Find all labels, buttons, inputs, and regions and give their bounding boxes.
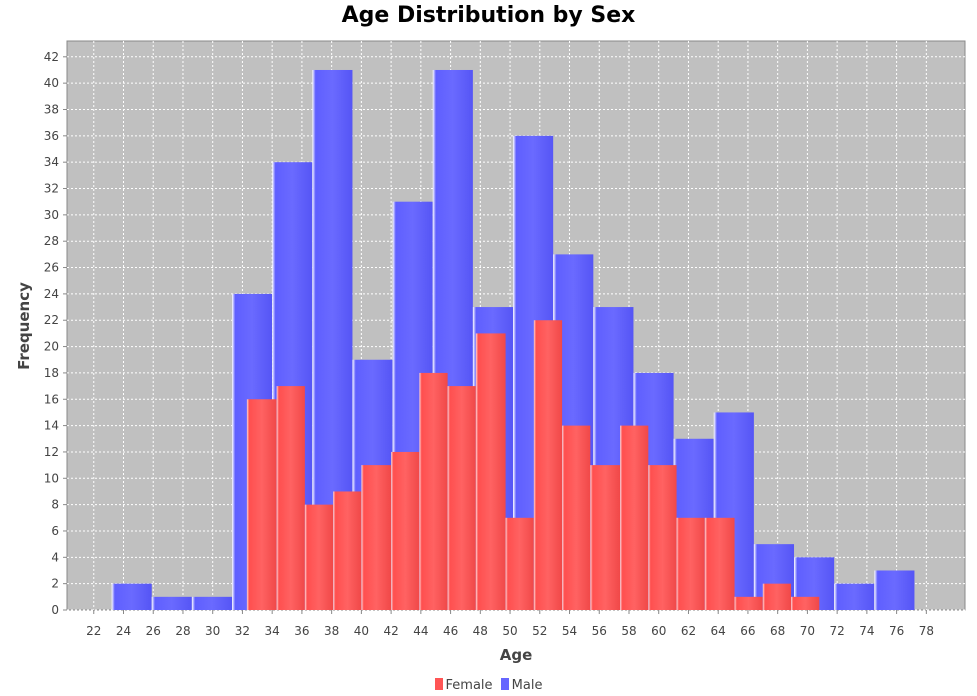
y-tick-label: 32 <box>44 182 59 196</box>
male-bar <box>151 596 192 610</box>
y-tick-label: 12 <box>44 445 59 459</box>
x-tick-label: 78 <box>919 624 934 638</box>
x-tick-label: 40 <box>354 624 369 638</box>
x-tick-label: 38 <box>324 624 339 638</box>
female-bar <box>505 517 534 610</box>
x-tick-label: 76 <box>889 624 904 638</box>
female-bar <box>648 465 677 610</box>
male-bar <box>111 583 152 610</box>
x-tick-label: 52 <box>532 624 547 638</box>
x-tick-label: 44 <box>413 624 428 638</box>
female-bar <box>304 504 334 610</box>
female-bar <box>704 517 735 610</box>
female-bar <box>676 517 705 610</box>
male-bar <box>191 596 233 610</box>
y-tick-label: 0 <box>51 603 59 617</box>
female-bar <box>419 372 448 610</box>
y-tick-label: 28 <box>44 234 59 248</box>
female-bar <box>276 386 305 610</box>
y-tick-label: 38 <box>44 102 59 116</box>
y-tick-label: 2 <box>51 577 59 591</box>
x-tick-label: 24 <box>116 624 131 638</box>
female-bar <box>762 583 792 610</box>
legend-item-female: Female <box>434 677 493 695</box>
female-bar <box>391 451 420 610</box>
x-tick-label: 22 <box>86 624 101 638</box>
legend-label-male: Male <box>511 678 543 693</box>
y-tick-label: 42 <box>44 50 59 64</box>
female-bar <box>361 465 392 610</box>
axes: 22 24 26 28 30 32 34 36 38 40 42 44 46 48 50 52 54 56 58 60… <box>44 50 934 638</box>
male-bar <box>874 570 915 610</box>
x-tick-label: 32 <box>235 624 250 638</box>
x-tick-label: 72 <box>829 624 844 638</box>
y-tick-label: 18 <box>44 366 59 380</box>
female-bar <box>447 386 476 610</box>
x-tick-label: 54 <box>562 624 577 638</box>
female-bar <box>246 399 277 610</box>
female-bar <box>533 320 563 610</box>
y-tick-label: 26 <box>44 261 59 275</box>
y-tick-label: 22 <box>44 313 59 327</box>
y-tick-label: 34 <box>44 155 59 169</box>
y-tick-label: 40 <box>44 76 59 90</box>
x-tick-label: 42 <box>383 624 398 638</box>
female-bar <box>620 425 649 610</box>
x-tick-label: 30 <box>205 624 220 638</box>
x-tick-label: 26 <box>146 624 161 638</box>
x-tick-label: 34 <box>265 624 280 638</box>
female-bar <box>333 491 362 610</box>
y-tick-label: 6 <box>51 524 59 538</box>
legend-label-female: Female <box>445 678 493 693</box>
y-tick-label: 24 <box>44 287 59 301</box>
y-tick-label: 16 <box>44 392 59 406</box>
x-tick-label: 50 <box>502 624 517 638</box>
x-tick-label: 68 <box>770 624 785 638</box>
female-bar <box>590 465 621 610</box>
y-tick-label: 10 <box>44 471 59 485</box>
chart-title: Age Distribution by Sex <box>341 3 636 28</box>
chart-legend: Female Male <box>0 677 977 695</box>
y-tick-label: 30 <box>44 208 59 222</box>
x-tick-label: 58 <box>621 624 636 638</box>
x-axis-label: Age <box>500 646 533 664</box>
female-bar <box>475 333 506 610</box>
x-tick-label: 74 <box>859 624 874 638</box>
x-tick-label: 64 <box>711 624 726 638</box>
x-tick-label: 28 <box>175 624 190 638</box>
x-tick-label: 36 <box>294 624 309 638</box>
y-tick-label: 4 <box>51 550 59 564</box>
x-tick-label: 60 <box>651 624 666 638</box>
x-tick-label: 46 <box>443 624 458 638</box>
x-tick-label: 66 <box>740 624 755 638</box>
y-tick-label: 14 <box>44 419 59 433</box>
female-bar <box>791 596 820 610</box>
x-tick-label: 62 <box>681 624 696 638</box>
legend-swatch-female <box>434 678 443 690</box>
y-tick-label: 8 <box>51 498 59 512</box>
y-tick-label: 36 <box>44 129 59 143</box>
legend-swatch-male <box>500 678 509 690</box>
female-bar <box>562 425 591 610</box>
female-series <box>246 320 820 610</box>
y-tick-label: 20 <box>44 340 59 354</box>
x-tick-label: 48 <box>473 624 488 638</box>
legend-item-male: Male <box>500 677 543 695</box>
female-bar <box>734 596 763 610</box>
male-bar <box>834 583 875 610</box>
y-axis-label: Frequency <box>15 282 33 370</box>
x-tick-label: 70 <box>800 624 815 638</box>
x-tick-label: 56 <box>592 624 607 638</box>
